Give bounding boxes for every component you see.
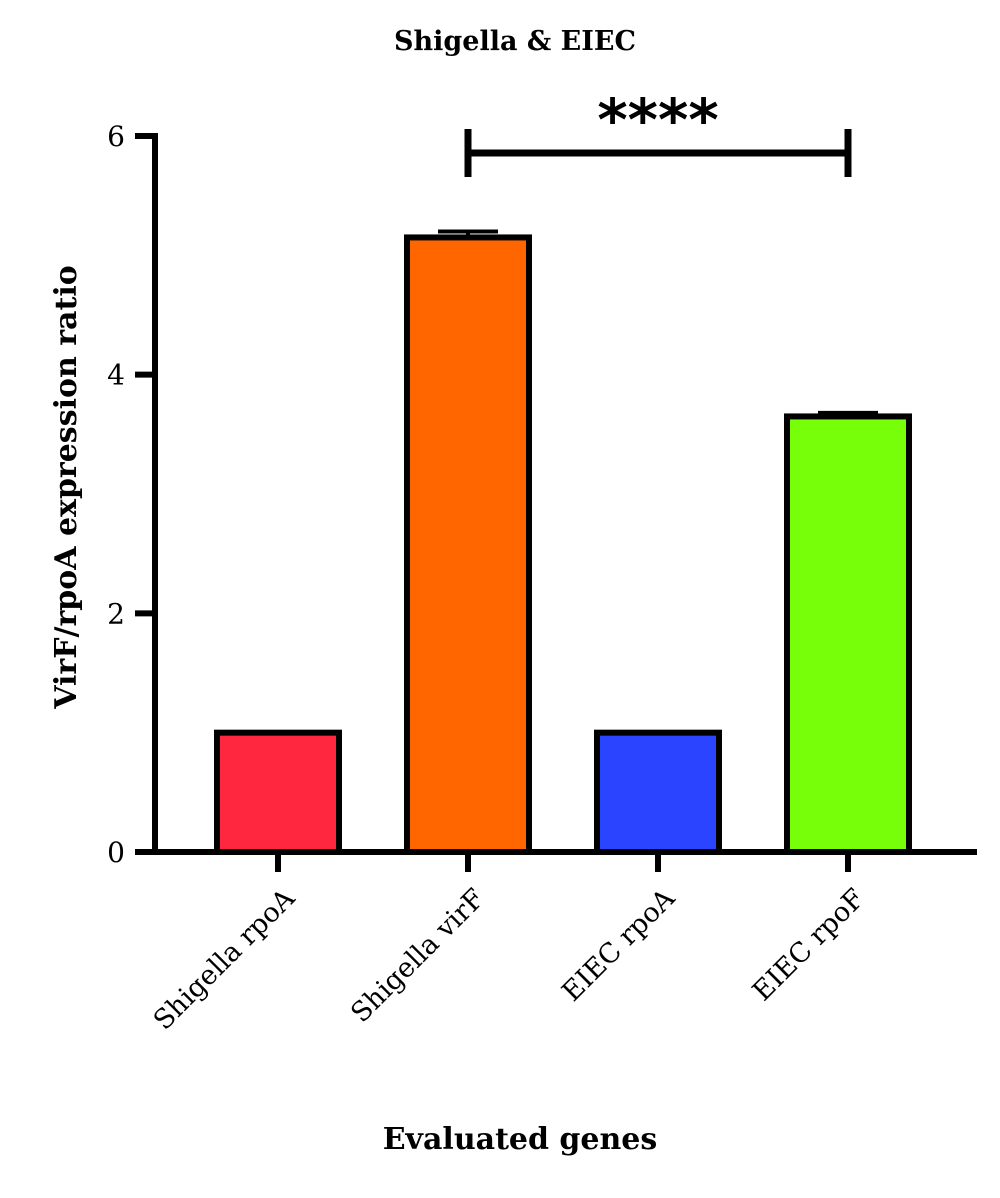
x-tick-label: EIEC rpoF	[747, 883, 871, 1007]
significance-annotation: ****	[464, 86, 852, 177]
bar	[594, 729, 722, 856]
x-axis-ticks: Shigella rpoA Shigella virF EIEC rpoA EIEC …	[148, 852, 871, 1036]
x-tick-label: Shigella virF	[345, 883, 491, 1029]
y-axis-title: VirF/rpoA expression ratio	[49, 265, 84, 710]
y-tick-label: 2	[107, 597, 125, 630]
x-tick-label: Shigella rpoA	[148, 883, 302, 1037]
x-axis-title: Evaluated genes	[383, 1122, 658, 1157]
significance-label: ****	[597, 86, 718, 154]
bars-group	[214, 229, 912, 856]
bar	[784, 413, 912, 855]
y-axis-ticks: 0 2 4 6	[107, 120, 155, 869]
chart-title: Shigella & EIEC	[394, 26, 636, 57]
bar	[214, 729, 342, 856]
bar	[404, 234, 532, 855]
y-tick-label: 4	[107, 359, 125, 392]
y-tick-label: 6	[107, 120, 125, 153]
x-tick-label: EIEC rpoA	[556, 883, 681, 1008]
y-tick-label: 0	[107, 836, 125, 869]
